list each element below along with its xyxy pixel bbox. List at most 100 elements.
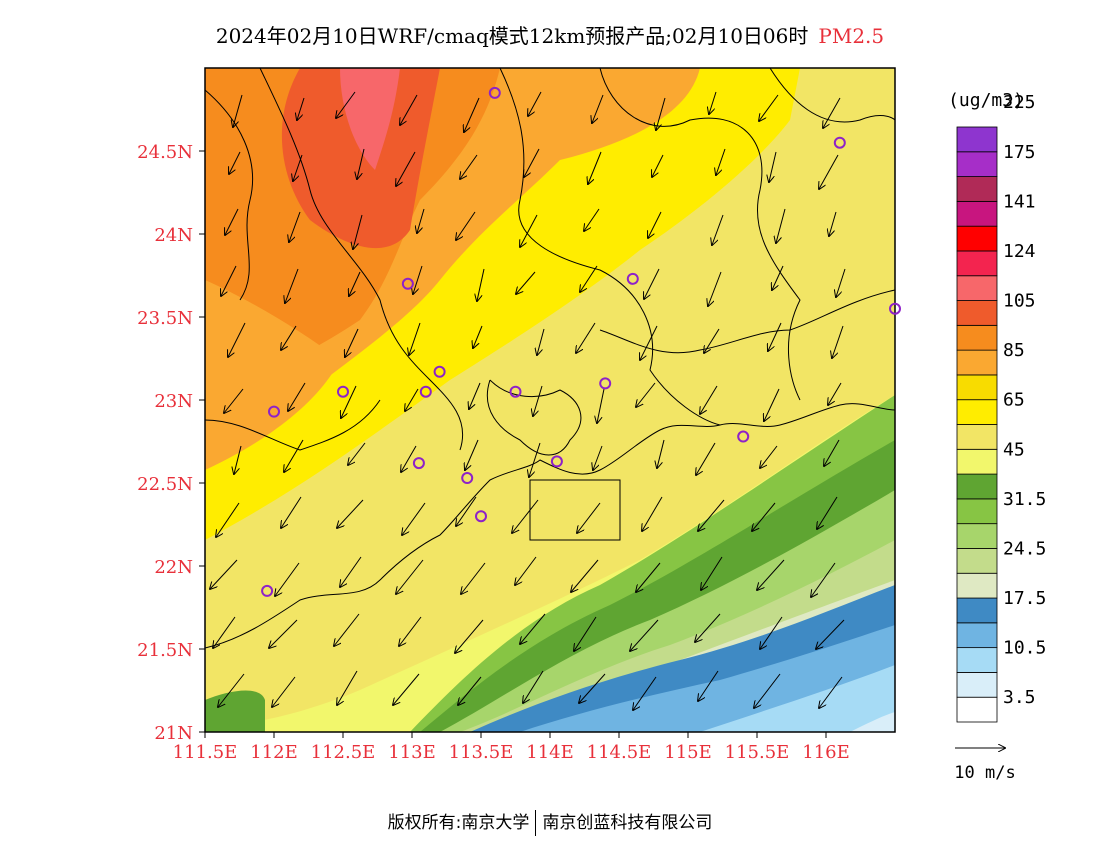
wind-vector xyxy=(828,382,842,405)
wind-vector xyxy=(597,388,605,423)
legend-color-box xyxy=(956,300,998,326)
wind-vector xyxy=(393,673,420,705)
wind-vector xyxy=(698,670,719,701)
legend-color-box xyxy=(956,126,998,153)
station-marker xyxy=(433,365,446,378)
wind-vector xyxy=(413,265,423,294)
wind-vector xyxy=(334,613,360,646)
wind-vector xyxy=(630,619,659,651)
lat-tick-label: 24.5N xyxy=(137,142,193,163)
wind-vector xyxy=(529,442,541,477)
legend-label: 10.5 xyxy=(1003,638,1046,659)
wind-vector xyxy=(817,496,838,529)
wind-vector xyxy=(456,211,476,240)
lon-tick-label: 113E xyxy=(388,742,436,763)
map-title: 2024年02月10日WRF/cmaq模式12km预报产品;02月10日06时 P… xyxy=(0,20,1100,49)
wind-vector xyxy=(269,619,298,648)
legend-color-box xyxy=(956,399,998,425)
legend-color-box xyxy=(956,151,998,177)
wind-vector xyxy=(460,154,478,179)
lat-tick-label: 22N xyxy=(154,557,193,578)
lon-tick-label: 112.5E xyxy=(311,742,376,763)
wind-vector xyxy=(816,619,845,649)
station-marker xyxy=(337,385,349,398)
wind-vector xyxy=(769,151,777,182)
legend-color-box xyxy=(956,275,998,301)
wind-vector xyxy=(465,439,479,470)
wind-vector xyxy=(348,442,366,465)
wind-vector xyxy=(399,616,422,646)
wind-vector xyxy=(337,499,364,528)
lon-tick-label: 115.5E xyxy=(725,742,790,763)
wind-vector xyxy=(592,94,604,123)
wind-vector xyxy=(652,154,664,177)
wind-vector xyxy=(700,385,718,414)
wind-vector xyxy=(221,265,237,296)
wind-vector xyxy=(234,445,242,474)
station-marker xyxy=(509,385,522,398)
wind-vector xyxy=(477,268,485,301)
lon-tick-label: 114E xyxy=(526,742,574,763)
legend-color-box xyxy=(956,225,998,252)
wind-vector xyxy=(515,556,537,585)
legend-label: 105 xyxy=(1003,291,1036,312)
wind-vector xyxy=(633,676,657,710)
wind-vector xyxy=(216,502,240,537)
wind-vector xyxy=(640,325,658,360)
wind-vector xyxy=(349,271,361,296)
legend-color-box xyxy=(956,176,998,202)
wind-vector xyxy=(409,322,421,355)
legend-label: 17.5 xyxy=(1003,588,1046,609)
pm25-concentration-field xyxy=(205,68,895,732)
legend-color-box xyxy=(956,548,998,574)
wind-vector xyxy=(461,562,486,594)
station-marker xyxy=(419,385,432,398)
wind-vector xyxy=(512,499,539,533)
wind-vector xyxy=(297,97,305,120)
wind-vector xyxy=(642,496,663,531)
color-legend: (ug/m3) 3.5 10.5 17.5 24.5 31.5 45 65 85 105 124 1… xyxy=(948,90,1046,783)
legend-label: 85 xyxy=(1003,340,1025,361)
lat-tick-label: 23N xyxy=(154,391,193,412)
wind-vector xyxy=(754,673,781,708)
wind-vector xyxy=(644,268,660,299)
wind-vector xyxy=(772,265,784,290)
lon-tick-label: 111.5E xyxy=(173,742,238,763)
legend-color-box xyxy=(956,672,998,698)
legend-label: 45 xyxy=(1003,439,1025,460)
legend-label: 24.5 xyxy=(1003,538,1046,559)
wind-vector xyxy=(340,556,362,587)
lon-tick-label: 113.5E xyxy=(449,742,514,763)
legend-label: 141 xyxy=(1003,191,1036,212)
copyright-left: 版权所有:南京大学 xyxy=(387,813,530,833)
wind-vector xyxy=(768,322,782,351)
lon-tick-label: 112E xyxy=(250,742,298,763)
lat-tick-label: 23.5N xyxy=(137,308,193,329)
station-marker xyxy=(461,472,474,485)
station-marker xyxy=(550,455,563,468)
wind-vector xyxy=(811,562,836,597)
wind-vector xyxy=(402,502,426,535)
wind-vector xyxy=(224,388,244,413)
wind-vector xyxy=(823,97,841,128)
station-marker xyxy=(261,584,274,597)
legend-color-box xyxy=(956,597,998,624)
wind-reference-label: 10 m/s xyxy=(954,763,1015,783)
wind-vector xyxy=(401,445,417,472)
wind-vector xyxy=(695,613,721,642)
wind-vector xyxy=(288,382,306,411)
wind-vector xyxy=(520,214,538,247)
legend-label: 175 xyxy=(1003,142,1036,163)
copyright-right: 南京创蓝科技有限公司 xyxy=(542,813,713,833)
wind-vector xyxy=(284,439,304,472)
latitude-axis: 21N 21.5N 22N 22.5N 23N 23.5N 24N 24.5N xyxy=(137,142,205,744)
wind-vector xyxy=(458,676,482,705)
wind-vector xyxy=(523,670,544,703)
wind-vector xyxy=(709,91,717,114)
wind-vector xyxy=(776,208,786,243)
station-marker xyxy=(401,277,414,290)
wind-vector xyxy=(698,499,725,531)
station-marker xyxy=(737,430,750,443)
legend-color-box xyxy=(956,349,998,376)
wind-vector xyxy=(353,214,363,249)
